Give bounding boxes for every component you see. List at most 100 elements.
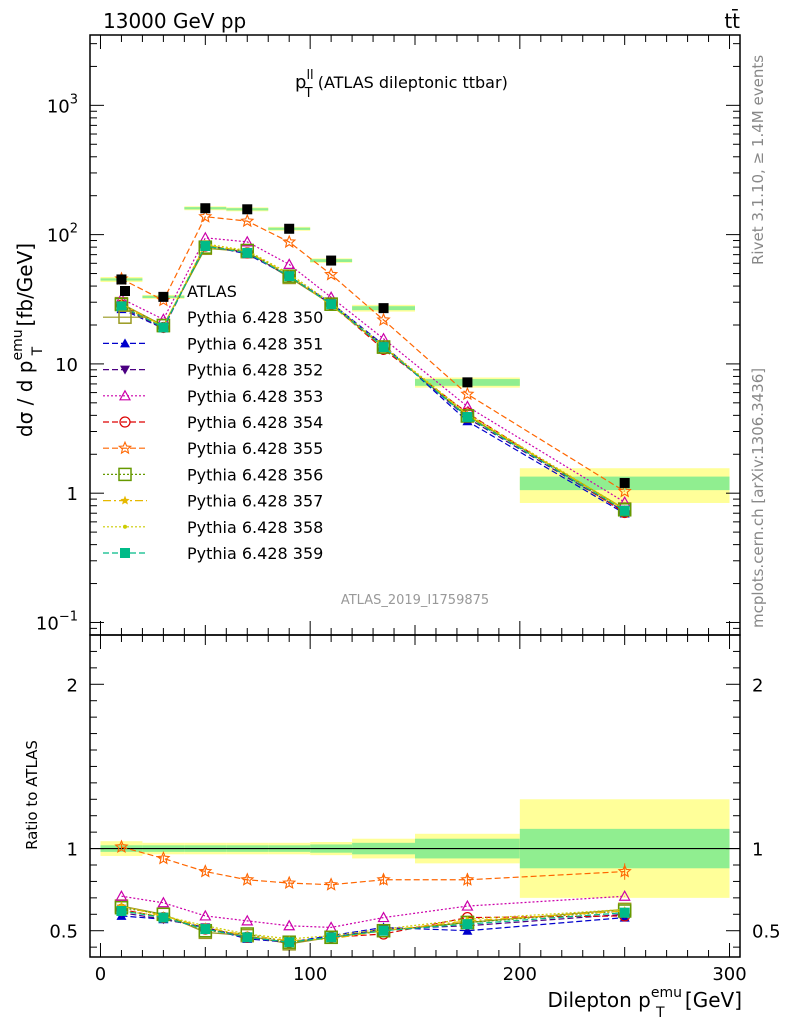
marker-shape bbox=[241, 235, 254, 247]
marker-shape bbox=[120, 286, 130, 296]
legend-label: Pythia 6.428 355 bbox=[187, 439, 323, 458]
marker-shape bbox=[284, 223, 295, 234]
y-tick-label-main: 10 bbox=[55, 355, 78, 376]
series-point-main bbox=[198, 209, 213, 223]
marker-shape bbox=[462, 411, 473, 422]
series-point-main bbox=[619, 505, 630, 516]
legend-label: Pythia 6.428 359 bbox=[187, 544, 323, 563]
x-ticks: 0 100 200 300 bbox=[95, 35, 747, 985]
legend-label: Pythia 6.428 358 bbox=[187, 518, 323, 537]
series-point-ratio bbox=[198, 864, 213, 878]
marker-shape bbox=[200, 203, 211, 214]
marker-shape bbox=[240, 872, 255, 886]
marker-shape bbox=[118, 310, 132, 324]
marker-shape bbox=[460, 386, 475, 401]
legend-marker bbox=[123, 524, 127, 529]
series-point-ratio bbox=[284, 937, 295, 948]
data-point bbox=[284, 223, 295, 234]
y-tick-label-exp: 3 bbox=[70, 92, 78, 107]
series-line-main bbox=[121, 237, 625, 503]
y-tick-label-base: 1 bbox=[67, 484, 78, 505]
marker-shape bbox=[619, 477, 630, 488]
rivet-version-label: Rivet 3.1.10, ≥ 1.4M events bbox=[749, 55, 767, 265]
series-point-main bbox=[283, 258, 296, 270]
ratio-series-layer bbox=[114, 839, 632, 951]
marker-shape bbox=[117, 440, 133, 455]
series-point-main bbox=[241, 235, 254, 247]
y-tick-label-main: 102 bbox=[47, 222, 78, 247]
data-point bbox=[378, 303, 389, 314]
marker-shape bbox=[462, 377, 473, 388]
series-point-main bbox=[158, 322, 169, 333]
legend-marker bbox=[118, 467, 132, 482]
series-point-ratio bbox=[114, 839, 129, 853]
marker-shape bbox=[378, 925, 389, 936]
marker-shape bbox=[240, 213, 255, 228]
series-point-ratio bbox=[378, 925, 389, 936]
data-points bbox=[116, 203, 630, 488]
series-point-ratio bbox=[619, 907, 630, 918]
series-point-ratio bbox=[240, 872, 255, 886]
y-tick-label-ratio: 2 bbox=[67, 675, 78, 696]
marker-shape bbox=[326, 255, 337, 266]
data-point bbox=[158, 291, 169, 302]
marker-shape bbox=[158, 291, 169, 302]
marker-shape bbox=[460, 872, 475, 886]
data-point bbox=[242, 204, 253, 215]
legend-marker bbox=[120, 286, 130, 296]
series-point-ratio bbox=[241, 914, 254, 926]
main-uncertainty-band bbox=[100, 206, 730, 503]
series-point-ratio bbox=[199, 909, 212, 921]
marker-shape bbox=[120, 365, 130, 375]
y-tick-label-ratio: 1 bbox=[67, 840, 78, 861]
marker-shape bbox=[199, 909, 212, 921]
marker-shape bbox=[119, 416, 131, 428]
legend-marker bbox=[118, 310, 132, 324]
marker-shape bbox=[157, 896, 170, 908]
series-point-ratio bbox=[242, 932, 253, 943]
legend-label: Pythia 6.428 354 bbox=[187, 413, 323, 432]
marker-shape bbox=[242, 932, 253, 943]
marker-shape bbox=[158, 912, 169, 923]
series-line-ratio bbox=[121, 910, 625, 943]
marker-shape bbox=[377, 911, 390, 923]
series-point-main bbox=[324, 267, 339, 281]
series-point-main bbox=[326, 299, 337, 310]
ratio-plot-frame bbox=[89, 634, 741, 958]
y-tick-label-main: 1 bbox=[67, 484, 78, 505]
series-point-main bbox=[284, 271, 295, 282]
legend-marker bbox=[117, 440, 133, 455]
series-point-ratio bbox=[326, 932, 337, 943]
analysis-id: ATLAS_2019_I1759875 bbox=[341, 593, 489, 608]
marker-shape bbox=[378, 303, 389, 314]
marker-shape bbox=[326, 932, 337, 943]
marker-shape bbox=[116, 274, 127, 285]
marker-shape bbox=[284, 937, 295, 948]
series-line-ratio bbox=[121, 895, 625, 929]
series-point-main bbox=[376, 340, 391, 354]
marker-shape bbox=[118, 389, 132, 401]
legend-label: ATLAS bbox=[187, 282, 237, 301]
marker-shape bbox=[324, 267, 339, 281]
mcplots-label: mcplots.cern.ch [arXiv:1306.3436] bbox=[749, 368, 767, 628]
data-point bbox=[462, 377, 473, 388]
y-tick-label-base: 10 bbox=[55, 355, 78, 376]
marker-shape bbox=[617, 864, 632, 878]
main-y-ticks: 10 −1 1 10 102 103 bbox=[36, 43, 740, 636]
y-tick-label-main: 103 bbox=[47, 92, 78, 117]
legend-label: Pythia 6.428 353 bbox=[187, 387, 323, 406]
y-axis-label-main: dσ / d pemu T [fb/GeV] bbox=[10, 243, 46, 437]
series-point-ratio bbox=[157, 896, 170, 908]
series-line-ratio bbox=[121, 905, 625, 945]
marker-shape bbox=[376, 340, 391, 354]
series-line-ratio bbox=[121, 908, 625, 940]
marker-shape bbox=[198, 209, 213, 223]
series-point-ratio bbox=[158, 912, 169, 923]
y-tick-label-exp: −1 bbox=[59, 609, 78, 624]
series-point-ratio bbox=[461, 899, 474, 911]
y-tick-label-ratio: 0.5 bbox=[49, 922, 78, 943]
y-tick-label-base: 10 bbox=[47, 96, 70, 117]
y-tick-label-exp: 2 bbox=[70, 222, 78, 237]
marker-shape bbox=[123, 524, 127, 529]
